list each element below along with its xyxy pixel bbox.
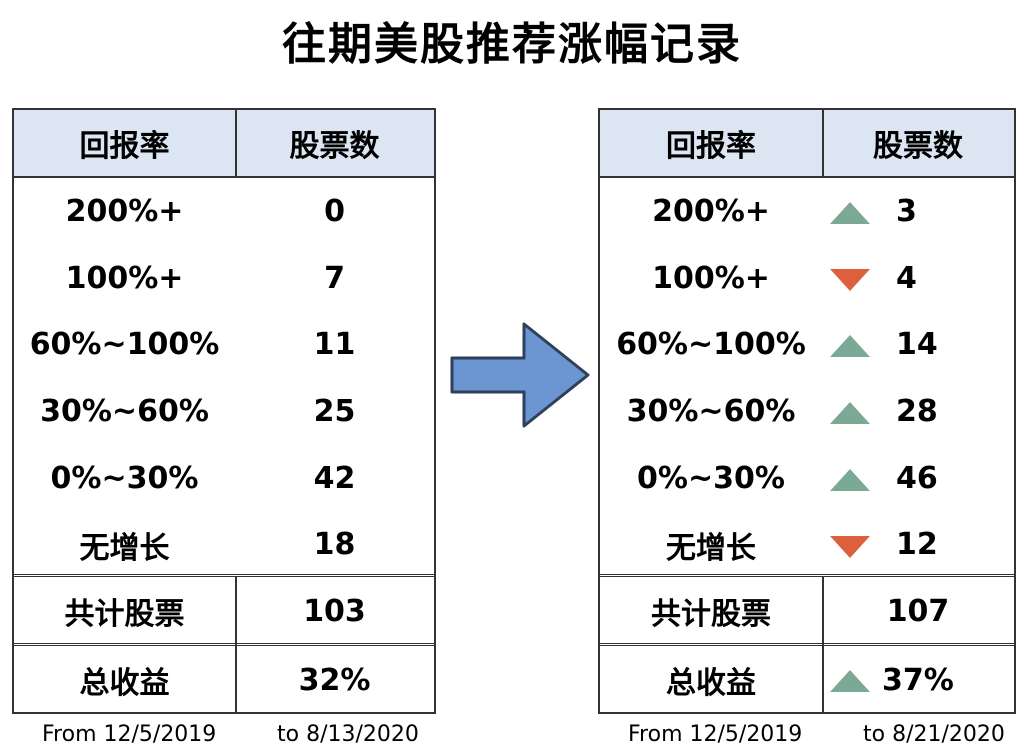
count-cell: 0 [324, 193, 345, 229]
header-cell: 回报率 [666, 129, 756, 164]
arrow [450, 322, 590, 428]
trend-icon [830, 535, 870, 558]
range-cell: 100%+ [652, 260, 770, 296]
range-cell: 60%~100% [29, 327, 220, 363]
table: 回报率 股票数 200%+ 3 100%+ 4 60%~100% 14 30%~60% 28 0%~… [598, 108, 1016, 714]
footer-to: to 8/13/2020 [277, 722, 419, 747]
row-divider [14, 643, 434, 646]
col-divider [235, 577, 237, 645]
return-value: 32% [298, 662, 371, 698]
header-bg [14, 110, 434, 178]
count-cell: 42 [313, 460, 356, 496]
count-cell: 28 [896, 393, 938, 429]
range-cell: 200%+ [65, 193, 184, 229]
table: 回报率 股票数 200%+ 0 100%+ 7 60%~100% 11 30%~60% 25 0%~… [12, 108, 436, 714]
col-divider [822, 646, 824, 714]
range-cell: 30%~60% [40, 393, 209, 429]
row-divider [600, 643, 1014, 646]
header-bg [600, 110, 1014, 178]
header-cell: 回报率 [79, 129, 170, 164]
title: 往期美股推荐涨幅记录 [282, 19, 742, 70]
trend-icon [830, 268, 870, 291]
return-label: 总收益 [79, 666, 170, 701]
col-divider [235, 646, 237, 714]
total-value: 103 [303, 593, 366, 629]
trend-icon [830, 670, 870, 692]
range-cell: 100%+ [65, 260, 184, 296]
count-cell: 14 [896, 327, 938, 363]
count-cell: 46 [896, 460, 938, 496]
total-label: 共计股票 [64, 597, 185, 632]
count-cell: 4 [896, 260, 917, 296]
footer-from: From 12/5/2019 [42, 722, 217, 747]
return-value: 37% [882, 662, 954, 698]
range-cell: 30%~60% [626, 393, 796, 429]
count-cell: 18 [313, 527, 356, 563]
count-cell: 12 [896, 527, 938, 563]
header-divider [822, 110, 824, 176]
range-cell: 60%~100% [616, 327, 806, 363]
header-divider [235, 110, 237, 176]
trend-icon [830, 468, 870, 491]
total-value: 107 [886, 593, 950, 629]
trend-icon [830, 402, 870, 425]
trend-icon [830, 335, 870, 358]
return-label: 总收益 [666, 666, 756, 701]
footer-to: to 8/21/2020 [863, 722, 1005, 747]
header-cell: 股票数 [873, 129, 963, 164]
trend-icon [830, 202, 870, 224]
row-divider [600, 574, 1014, 577]
col-divider [822, 577, 824, 645]
header-cell: 股票数 [289, 129, 380, 164]
count-cell: 7 [324, 260, 345, 296]
footer-from: From 12/5/2019 [628, 722, 803, 747]
count-cell: 11 [313, 327, 356, 363]
range-cell: 200%+ [652, 193, 770, 229]
count-cell: 25 [313, 393, 356, 429]
range-cell: 无增长 [666, 530, 756, 566]
range-cell: 无增长 [79, 530, 170, 566]
range-cell: 0%~30% [637, 460, 785, 496]
count-cell: 3 [896, 193, 917, 229]
total-label: 共计股票 [651, 597, 771, 632]
range-cell: 0%~30% [50, 460, 199, 496]
row-divider [14, 574, 434, 577]
